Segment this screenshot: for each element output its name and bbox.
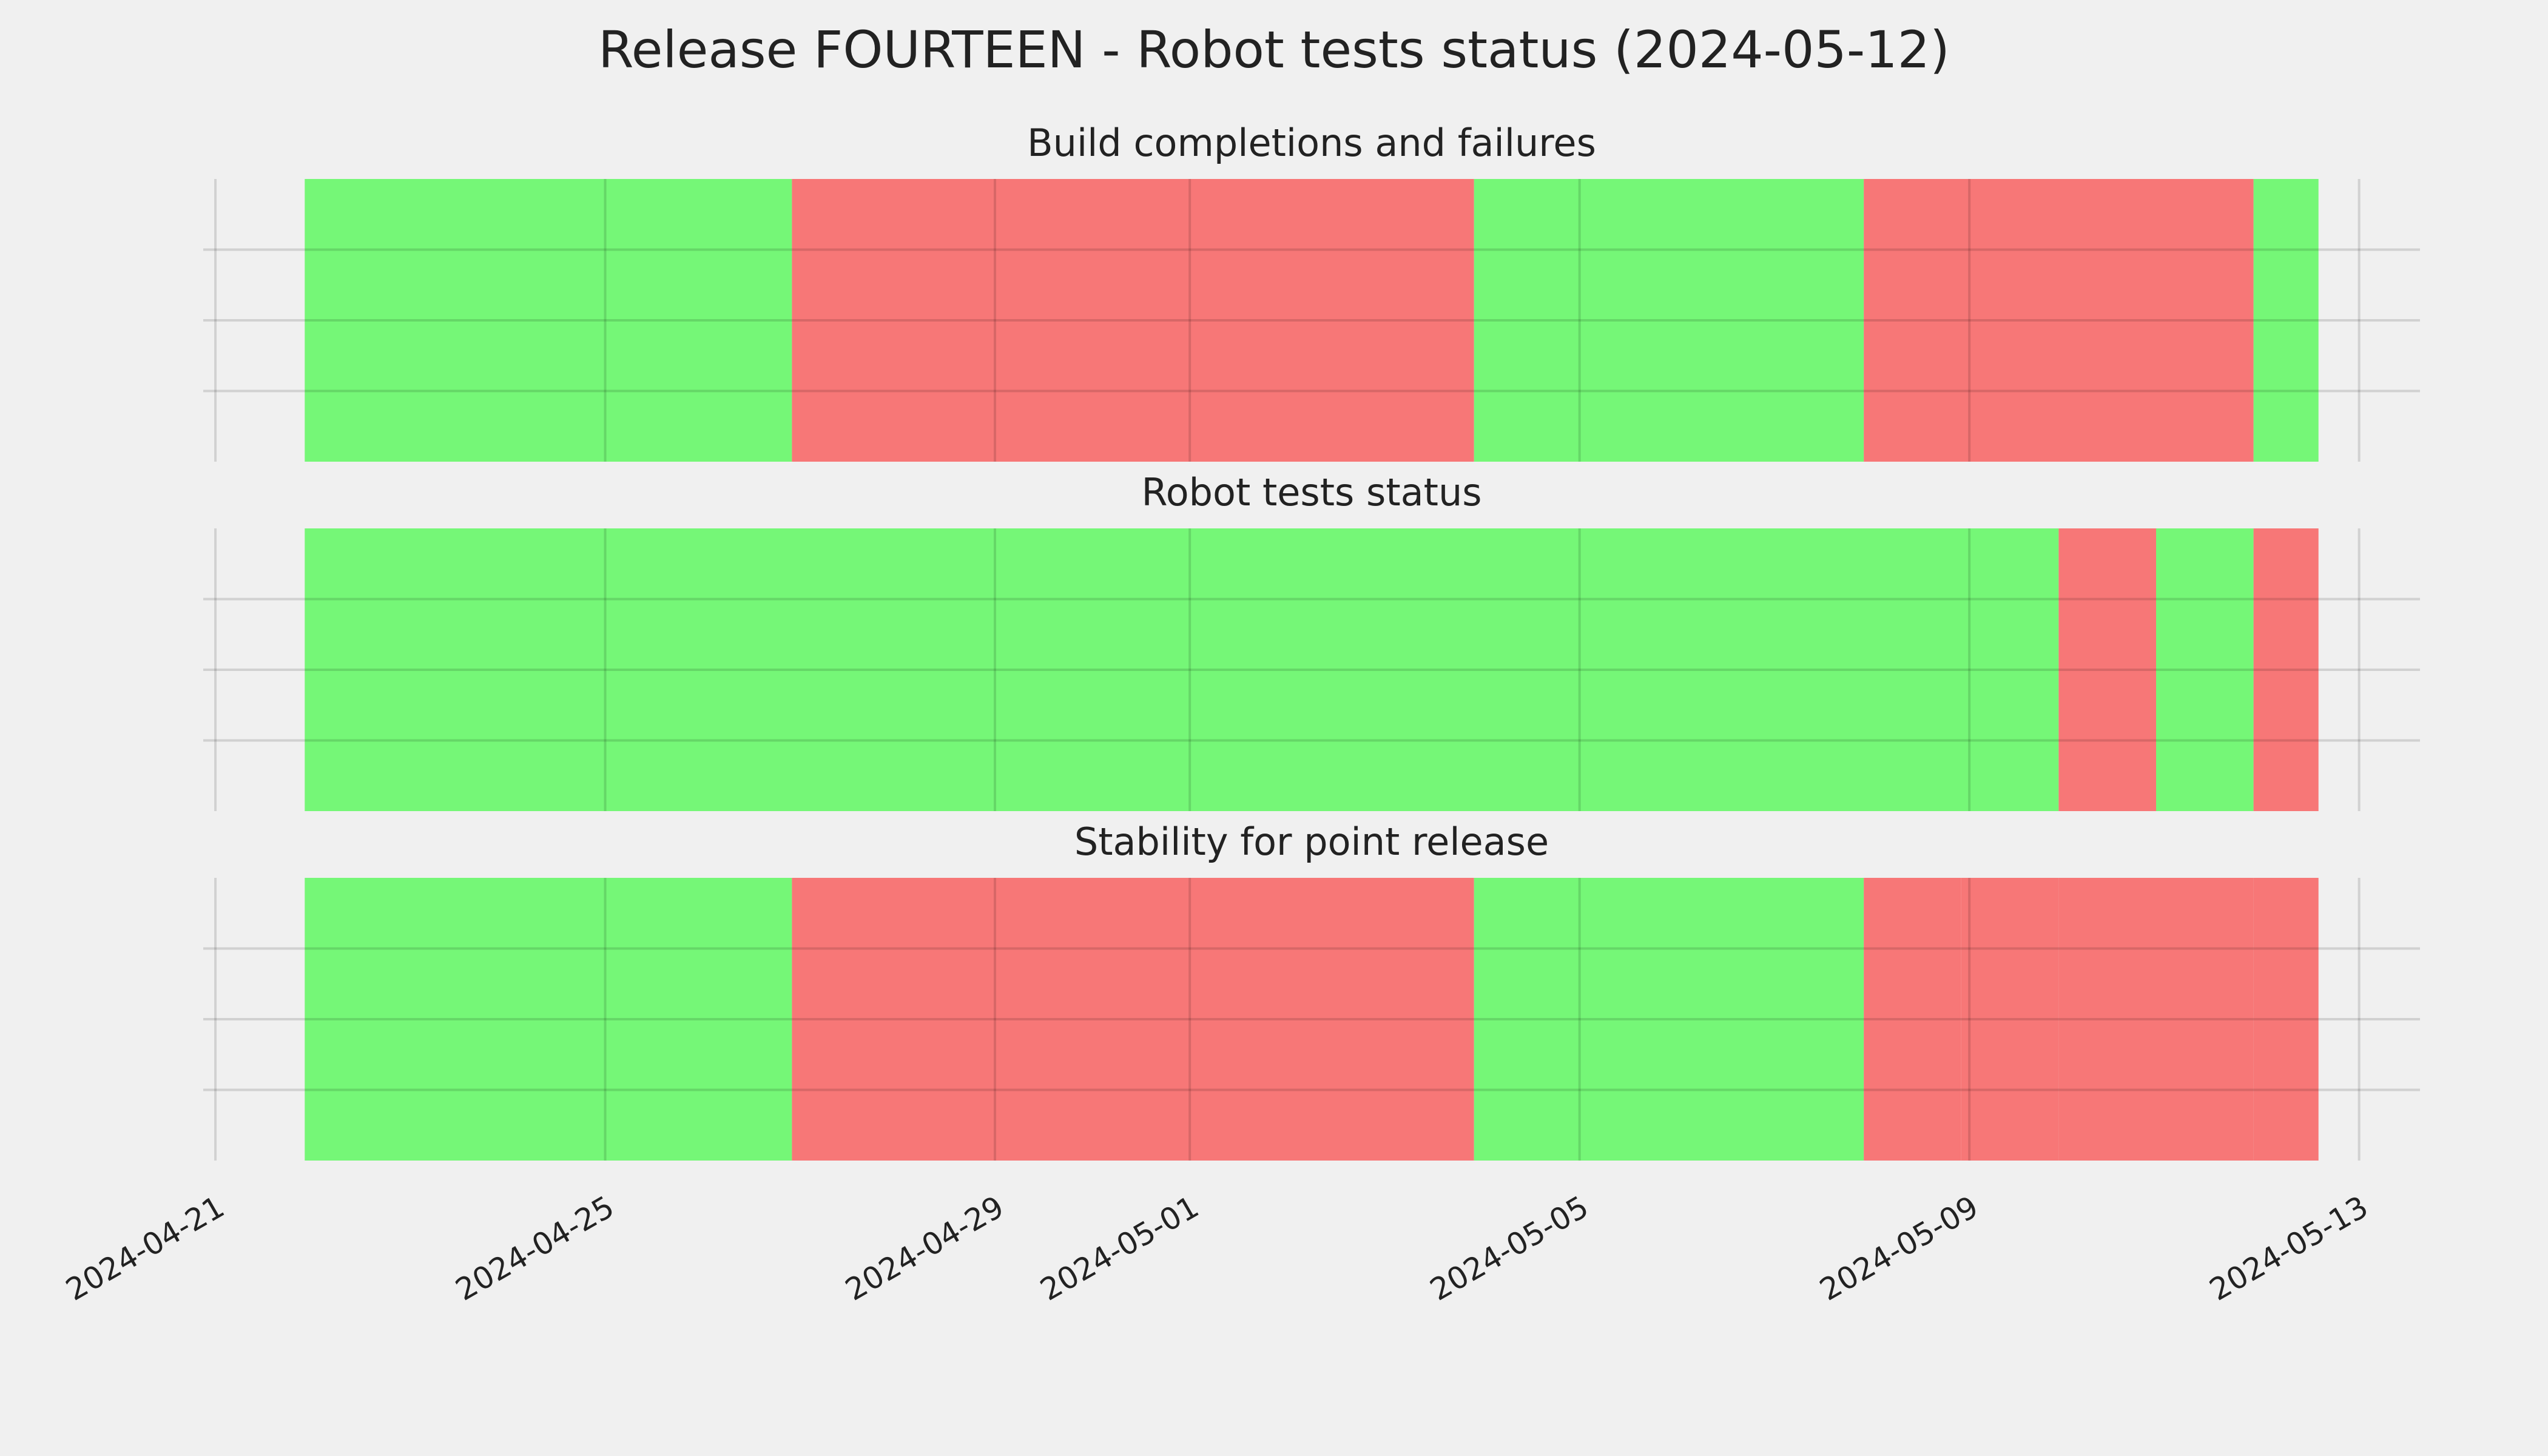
status-span — [2253, 528, 2319, 811]
status-span — [1474, 179, 1864, 462]
status-span — [792, 179, 1474, 462]
status-span — [2156, 528, 2254, 811]
status-span — [2253, 878, 2319, 1161]
status-span — [305, 528, 2059, 811]
status-span — [1864, 878, 1961, 1161]
status-span — [305, 878, 792, 1161]
chart-title: Release FOURTEEN - Robot tests status (2… — [598, 20, 1950, 79]
panel-title: Robot tests status — [1141, 470, 1481, 514]
status-span — [792, 878, 1474, 1161]
status-span — [1864, 179, 2254, 462]
panel-title: Stability for point release — [1074, 820, 1549, 864]
status-span — [1961, 878, 2059, 1161]
status-span — [2058, 878, 2156, 1161]
status-span — [2156, 878, 2254, 1161]
status-span — [305, 179, 792, 462]
status-span — [2058, 528, 2156, 811]
panel-title: Build completions and failures — [1027, 121, 1596, 165]
status-span — [2253, 179, 2319, 462]
status-span — [1474, 878, 1864, 1161]
